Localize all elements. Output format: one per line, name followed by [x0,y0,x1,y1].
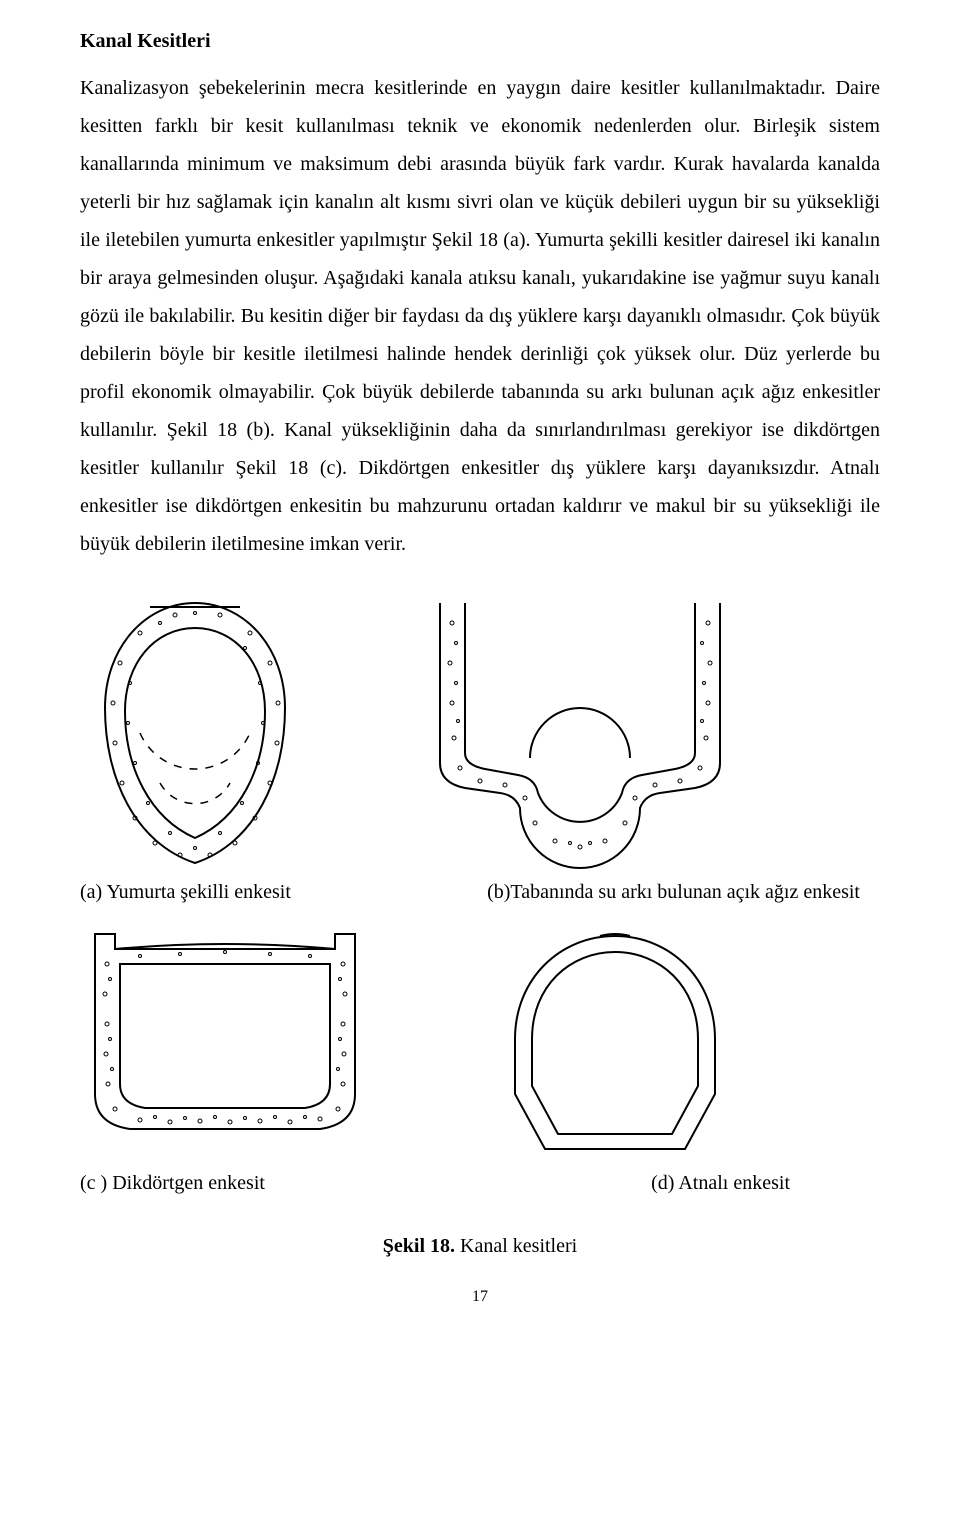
caption-d: (d) Atnalı enkesit [651,1172,790,1195]
figure-title: Kanal kesitleri [455,1235,577,1257]
caption-row-2: (c ) Dikdörtgen enkesit (d) Atnalı enkes… [80,1172,880,1195]
caption-b: (b)Tabanında su arkı bulunan açık ağız e… [487,881,860,904]
figure-b [410,593,750,873]
caption-a: (a) Yumurta şekilli enkesit [80,881,291,904]
figure-c [80,924,370,1164]
horseshoe-section-icon [490,924,740,1164]
caption-row-1: (a) Yumurta şekilli enkesit (b)Tabanında… [80,881,880,904]
caption-c: (c ) Dikdörtgen enkesit [80,1172,265,1195]
body-paragraph: Kanalizasyon şebekelerinin mecra kesitle… [80,69,880,563]
section-heading: Kanal Kesitleri [80,30,880,53]
figure-row-2 [80,924,880,1164]
document-page: Kanal Kesitleri Kanalizasyon şebekelerin… [0,0,960,1513]
egg-section-icon [80,593,310,873]
figure-main-caption: Şekil 18. Kanal kesitleri [80,1235,880,1258]
page-number: 17 [80,1288,880,1306]
figure-row-1 [80,593,880,873]
rectangular-section-icon [80,924,370,1144]
figure-number: Şekil 18. [383,1235,455,1257]
figure-a [80,593,310,873]
open-mouth-section-icon [410,593,750,873]
figure-d [490,924,740,1164]
